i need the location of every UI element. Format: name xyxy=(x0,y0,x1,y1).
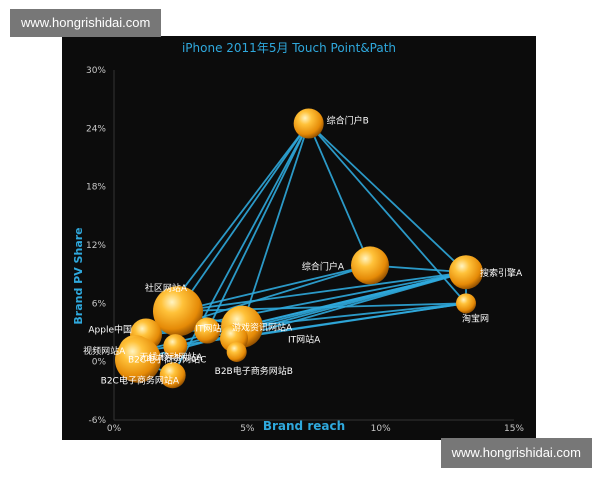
path-line xyxy=(233,271,467,340)
x-axis-label: Brand reach xyxy=(263,419,345,433)
axis-ticks: 30%24%18%12%6%0%-6%0% 5% 10% 15% xyxy=(86,66,524,434)
y-tick-label: 6% xyxy=(92,299,107,309)
chart-title: iPhone 2011年5月 Touch Point&Path xyxy=(182,41,396,55)
touch-point-bubbles xyxy=(115,108,483,389)
path-line xyxy=(177,122,310,312)
touch-point-label: IT网站A xyxy=(288,333,321,345)
path-line xyxy=(241,271,467,328)
touch-point-label: 综合门户A xyxy=(302,260,345,272)
touch-point-label: 社区网站A xyxy=(145,282,188,294)
y-tick-label: 0% xyxy=(92,358,107,368)
touch-point-label: 综合门户B xyxy=(327,114,369,126)
path-line xyxy=(177,271,467,313)
touch-point-bubble xyxy=(293,108,324,139)
touch-point-label: 游戏资讯网站A xyxy=(232,322,293,334)
touch-point-bubble xyxy=(163,334,188,359)
path-line xyxy=(307,123,371,266)
touch-point-bubble xyxy=(226,341,247,362)
touch-point-chart: iPhone 2011年5月 Touch Point&Path 30% 24% 18… xyxy=(72,41,524,434)
touch-point-labels: 综合门户B综合门户A搜索引擎A淘宝网社区网站AApple中国视频网站AB2C电子… xyxy=(83,114,523,386)
path-line xyxy=(308,122,467,273)
touch-point-label: IT网站 xyxy=(195,323,221,335)
y-tick-label: 12% xyxy=(86,241,106,251)
x-tick-label: 15% xyxy=(504,424,524,434)
path-line xyxy=(241,302,467,328)
touch-point-label: B2C电子商务网站C xyxy=(128,354,206,366)
y-tick-label: 18% xyxy=(86,183,106,193)
y-tick-label: -6% xyxy=(88,416,106,426)
x-tick-label: 10% xyxy=(371,424,391,434)
x-tick-label: 5% xyxy=(240,424,255,434)
path-line xyxy=(233,302,467,340)
touch-point-bubble xyxy=(449,255,483,290)
touch-point-label: Apple中国 xyxy=(88,323,132,335)
x-tick-label: 0% xyxy=(107,424,122,434)
touch-point-bubble xyxy=(115,336,161,383)
touch-point-label: B2C电子商务网站A xyxy=(101,374,180,386)
y-axis-label: Brand PV Share xyxy=(72,227,85,324)
path-line xyxy=(307,122,467,304)
touch-point-bubble xyxy=(456,293,476,314)
touch-point-label: 视频网站A xyxy=(83,345,126,357)
touch-point-label: B2B电子商务网站B xyxy=(215,365,293,377)
watermark-bottom: www.hongrishidai.com xyxy=(440,438,592,468)
chart-panel: iPhone 2011年5月 Touch Point&Path 30% 24% 18… xyxy=(62,36,536,440)
touch-point-bubble xyxy=(153,286,203,337)
y-tick-label: 30% xyxy=(86,66,106,76)
path-line xyxy=(177,302,467,313)
touch-point-bubble xyxy=(351,246,389,285)
y-tick-label: 24% xyxy=(86,124,106,134)
path-line xyxy=(206,123,310,331)
touch-point-bubble xyxy=(194,317,221,344)
touch-point-label: 无线/移动网站A xyxy=(139,351,203,363)
watermark-top: www.hongrishidai.com xyxy=(10,9,162,37)
touch-point-label: 淘宝网 xyxy=(462,312,489,324)
path-line xyxy=(177,264,371,312)
touch-point-bubble xyxy=(159,362,186,389)
touch-point-label: 搜索引擎A xyxy=(480,267,523,279)
path-line xyxy=(241,123,310,327)
